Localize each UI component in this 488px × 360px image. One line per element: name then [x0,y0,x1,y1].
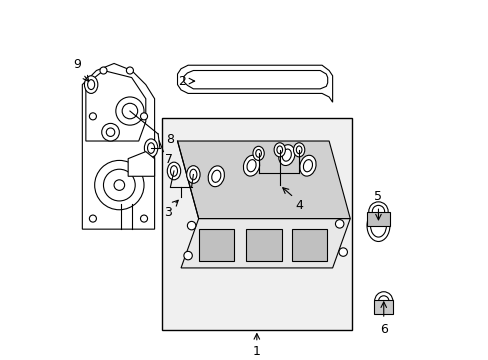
Circle shape [103,169,135,201]
Ellipse shape [368,202,387,221]
Circle shape [95,161,144,210]
Ellipse shape [255,149,261,157]
Text: 4: 4 [295,199,303,212]
Ellipse shape [296,146,302,154]
Ellipse shape [371,205,384,218]
Ellipse shape [293,143,304,157]
Ellipse shape [253,236,274,257]
Ellipse shape [189,169,197,180]
Circle shape [140,113,147,120]
Circle shape [89,215,96,222]
Ellipse shape [299,236,320,257]
Text: 1: 1 [252,346,260,359]
Text: 5: 5 [374,190,382,203]
Polygon shape [177,141,349,219]
Ellipse shape [84,76,98,94]
Text: 3: 3 [164,206,172,219]
Bar [198,229,233,261]
Ellipse shape [282,149,291,161]
Ellipse shape [186,166,200,183]
Ellipse shape [370,214,386,237]
Circle shape [122,103,138,119]
Ellipse shape [299,155,315,176]
Ellipse shape [374,292,392,311]
Ellipse shape [252,146,264,161]
Circle shape [140,215,147,222]
Circle shape [187,221,196,230]
Polygon shape [128,152,154,176]
Bar [291,229,326,261]
Ellipse shape [205,236,226,257]
Polygon shape [183,71,327,89]
Circle shape [114,180,124,190]
Ellipse shape [278,145,294,166]
Ellipse shape [303,159,312,172]
Circle shape [338,248,347,256]
Ellipse shape [87,80,95,90]
Ellipse shape [276,146,282,154]
Circle shape [183,251,192,260]
Circle shape [102,123,119,141]
Text: 8: 8 [166,133,174,146]
Bar [366,212,389,226]
Ellipse shape [274,143,285,157]
Ellipse shape [366,210,389,242]
Ellipse shape [246,159,256,172]
Polygon shape [86,71,145,141]
Ellipse shape [170,166,177,176]
Ellipse shape [208,166,224,187]
Text: 9: 9 [74,58,81,71]
Bar [246,229,281,261]
Ellipse shape [167,162,181,180]
Circle shape [335,220,343,228]
Text: 7: 7 [165,153,173,166]
Text: 2: 2 [178,75,186,87]
Circle shape [100,67,107,74]
Ellipse shape [147,143,154,153]
Circle shape [116,97,144,125]
Bar [162,118,351,330]
Circle shape [106,128,115,136]
Polygon shape [82,63,154,229]
Ellipse shape [378,296,388,307]
Circle shape [126,67,133,74]
Circle shape [89,113,96,120]
Ellipse shape [243,155,259,176]
Ellipse shape [211,170,221,182]
Polygon shape [181,219,349,268]
Ellipse shape [144,139,158,157]
Text: 6: 6 [379,323,387,336]
Polygon shape [177,65,332,102]
Bar [373,300,392,314]
